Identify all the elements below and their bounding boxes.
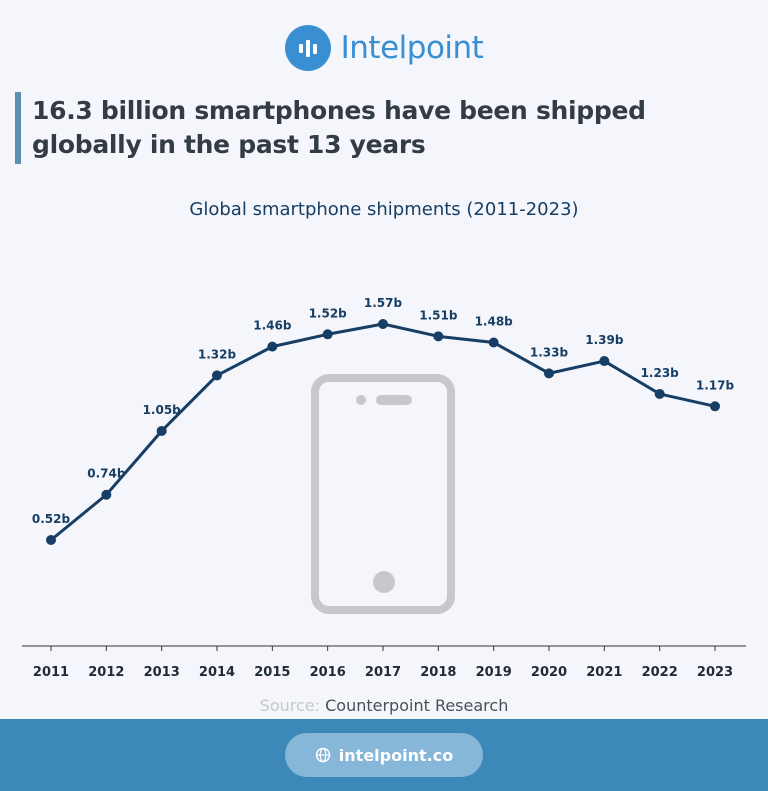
- data-label: 0.52b: [32, 512, 71, 526]
- smartphone-icon: [311, 374, 455, 614]
- data-label: 1.46b: [253, 319, 292, 333]
- x-tick-label: 2023: [697, 665, 733, 680]
- data-point: [212, 370, 222, 381]
- series-line: [50, 322, 716, 542]
- x-tick-label: 2013: [144, 665, 180, 680]
- data-label: 1.32b: [198, 347, 237, 361]
- x-tick-label: 2020: [531, 665, 567, 680]
- data-point: [156, 425, 167, 436]
- website-url: intelpoint.co: [338, 745, 454, 765]
- x-tick-label: 2018: [420, 665, 456, 680]
- data-label: 1.57b: [364, 296, 403, 310]
- data-label: 1.05b: [143, 403, 182, 417]
- brand-header: Intelpoint: [0, 20, 768, 76]
- bar-chart-logo-icon: [284, 25, 331, 71]
- data-point: [378, 319, 388, 329]
- source-label: Source:: [259, 696, 321, 715]
- data-point: [654, 388, 665, 399]
- data-point: [599, 356, 610, 367]
- data-point: [544, 368, 554, 379]
- headline-accent-bar: [15, 92, 21, 164]
- x-tick-label: 2017: [365, 665, 401, 680]
- data-label: 1.33b: [530, 345, 569, 359]
- data-point: [267, 341, 278, 352]
- data-label: 1.51b: [419, 308, 458, 322]
- page-headline: 16.3 billion smartphones have been shipp…: [32, 96, 646, 159]
- data-label: 1.17b: [696, 378, 735, 392]
- source-value: Counterpoint Research: [325, 696, 509, 715]
- source-note: Source: Counterpoint Research: [0, 696, 768, 715]
- data-point: [710, 401, 720, 412]
- x-tick-label: 2015: [254, 665, 290, 680]
- data-point: [46, 535, 56, 545]
- x-tick-label: 2012: [88, 665, 124, 680]
- x-tick-label: 2019: [476, 665, 512, 680]
- x-tick-label: 2021: [586, 665, 622, 680]
- data-label: 1.23b: [641, 366, 680, 380]
- data-point: [322, 329, 333, 340]
- data-point: [101, 489, 112, 500]
- data-label: 1.48b: [475, 315, 514, 329]
- chart-title: Global smartphone shipments (2011-2023): [189, 199, 579, 220]
- data-label: 0.74b: [87, 467, 126, 481]
- website-link-button[interactable]: intelpoint.co: [285, 733, 483, 777]
- data-point: [433, 331, 444, 342]
- footer-bar: intelpoint.co: [0, 719, 768, 791]
- data-label: 1.52b: [309, 306, 348, 320]
- data-label: 1.39b: [585, 333, 624, 347]
- line-chart: 0.52b 0.74b 1.05b 1.32b 1.46b 1.52b 1.57b 1.51b…: [22, 296, 746, 680]
- x-tick-label: 2016: [310, 665, 346, 680]
- x-tick-label: 2022: [642, 665, 678, 680]
- x-tick-label: 2014: [199, 665, 235, 680]
- globe-icon: [315, 747, 330, 763]
- x-tick-label: 2011: [33, 665, 69, 680]
- brand-name: Intelpoint: [340, 30, 484, 66]
- data-point: [488, 337, 499, 348]
